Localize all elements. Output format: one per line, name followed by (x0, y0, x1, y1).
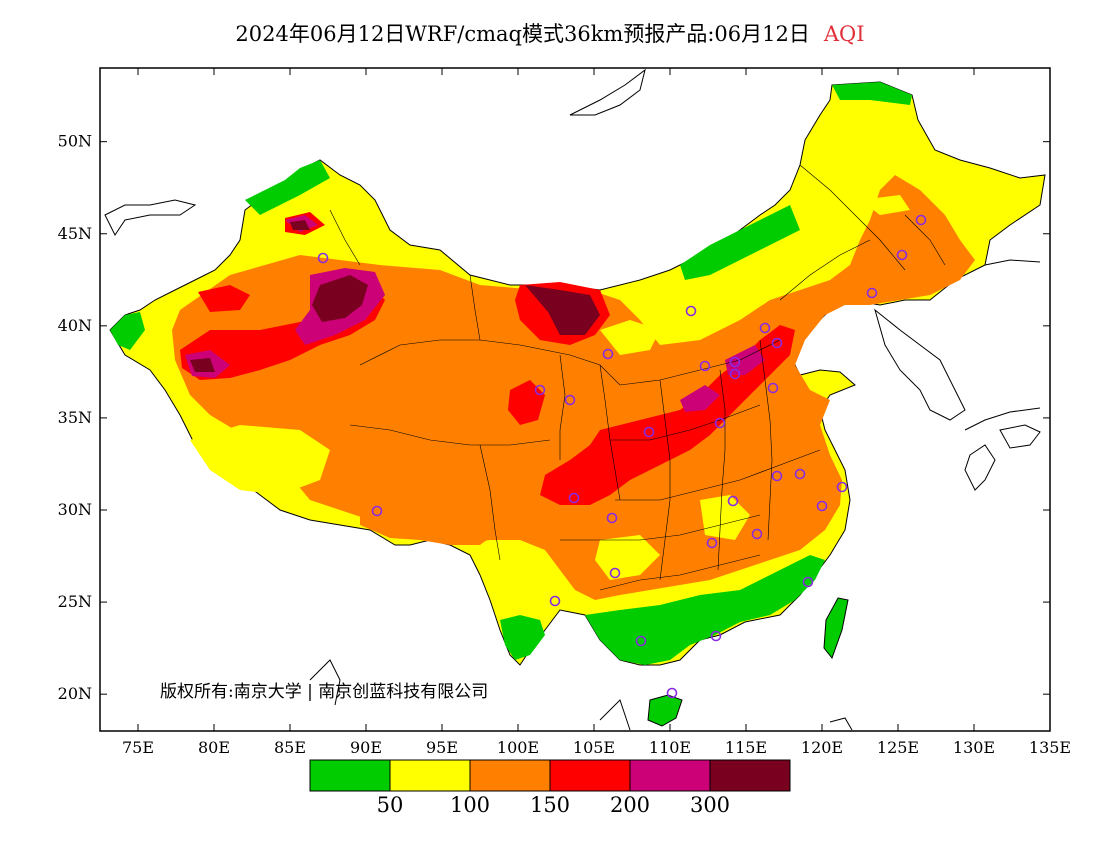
lon-label: 100E (497, 738, 539, 757)
city-marker (317, 252, 329, 264)
aqi-band-moderate-patches (190, 195, 910, 580)
lon-label: 135E (1029, 738, 1071, 757)
taiwan-island (823, 597, 849, 660)
legend-swatch (629, 759, 711, 792)
lon-label: 105E (573, 738, 615, 757)
lon-label: 90E (350, 738, 382, 757)
lon-label: 95E (426, 738, 458, 757)
lon-label: 115E (725, 738, 767, 757)
lat-label: 45N (58, 224, 92, 243)
province-borders (329, 164, 946, 591)
product-label: AQI (823, 22, 865, 46)
lat-label: 40N (58, 316, 92, 335)
lat-label: 50N (58, 132, 92, 151)
legend-label: 100 (449, 793, 491, 817)
city-marker (836, 481, 848, 493)
lat-label: 30N (58, 500, 92, 519)
legend-label: 150 (529, 793, 571, 817)
longitude-labels: 75E 80E 85E 90E 95E 100E 105E 110E 115E 120E 125E 1… (122, 738, 1071, 757)
legend-label: 300 (689, 793, 731, 817)
city-marker (371, 505, 383, 517)
city-marker (896, 249, 908, 261)
lon-label: 120E (801, 738, 843, 757)
city-marker (816, 500, 828, 512)
city-marker (606, 512, 618, 524)
city-marker (802, 576, 814, 588)
city-markers (317, 214, 927, 699)
city-marker (602, 348, 614, 360)
map-title: 2024年06月12日WRF/cmaq模式36km预报产品:06月12日 AQI (0, 18, 1100, 48)
copyright-text: 版权所有:南京大学 | 南京创蓝科技有限公司 (160, 682, 488, 702)
city-marker (767, 382, 779, 394)
aqi-band-good (110, 82, 912, 665)
legend-swatch (469, 759, 551, 792)
city-marker (549, 595, 561, 607)
lat-label: 20N (58, 684, 92, 703)
city-marker (771, 470, 783, 482)
city-marker (915, 214, 927, 226)
lon-label: 75E (122, 738, 154, 757)
city-marker (564, 394, 576, 406)
city-marker (771, 337, 783, 349)
title-text: 2024年06月12日WRF/cmaq模式36km预报产品:06月12日 (235, 22, 810, 46)
city-marker (759, 322, 771, 334)
map-area: 版权所有:南京大学 | 南京创蓝科技有限公司 (104, 68, 1046, 731)
city-marker (714, 417, 726, 429)
neighbor-outlines (104, 68, 1041, 731)
lon-label: 85E (274, 738, 306, 757)
city-marker (729, 368, 741, 380)
city-marker (635, 635, 647, 647)
city-marker (710, 630, 722, 642)
latitude-labels: 50N 45N 40N 35N 30N 25N 20N (58, 132, 92, 704)
city-marker (706, 537, 718, 549)
axis-ticks (100, 68, 1051, 731)
city-marker (609, 567, 621, 579)
city-marker (685, 305, 697, 317)
lat-label: 35N (58, 408, 92, 427)
legend-colorbar (309, 759, 791, 792)
city-marker (643, 426, 655, 438)
aqi-band-severe (190, 220, 600, 372)
lat-label: 25N (58, 592, 92, 611)
city-marker (534, 384, 546, 396)
lon-label: 130E (953, 738, 995, 757)
city-marker (666, 687, 678, 699)
lon-label: 125E (877, 738, 919, 757)
city-marker (568, 492, 580, 504)
city-marker (729, 356, 741, 368)
legend-swatch (709, 759, 791, 792)
legend-label: 50 (376, 793, 404, 817)
lon-label: 110E (649, 738, 691, 757)
legend-label: 200 (609, 793, 651, 817)
lon-label: 80E (198, 738, 230, 757)
city-marker (751, 528, 763, 540)
map-frame (99, 67, 1051, 732)
legend-swatch (309, 759, 391, 792)
city-marker (794, 468, 806, 480)
city-marker (866, 287, 878, 299)
hainan-island (647, 694, 683, 727)
legend-swatch (389, 759, 471, 792)
legend-swatch (549, 759, 631, 792)
city-marker (699, 360, 711, 372)
city-marker (727, 495, 739, 507)
